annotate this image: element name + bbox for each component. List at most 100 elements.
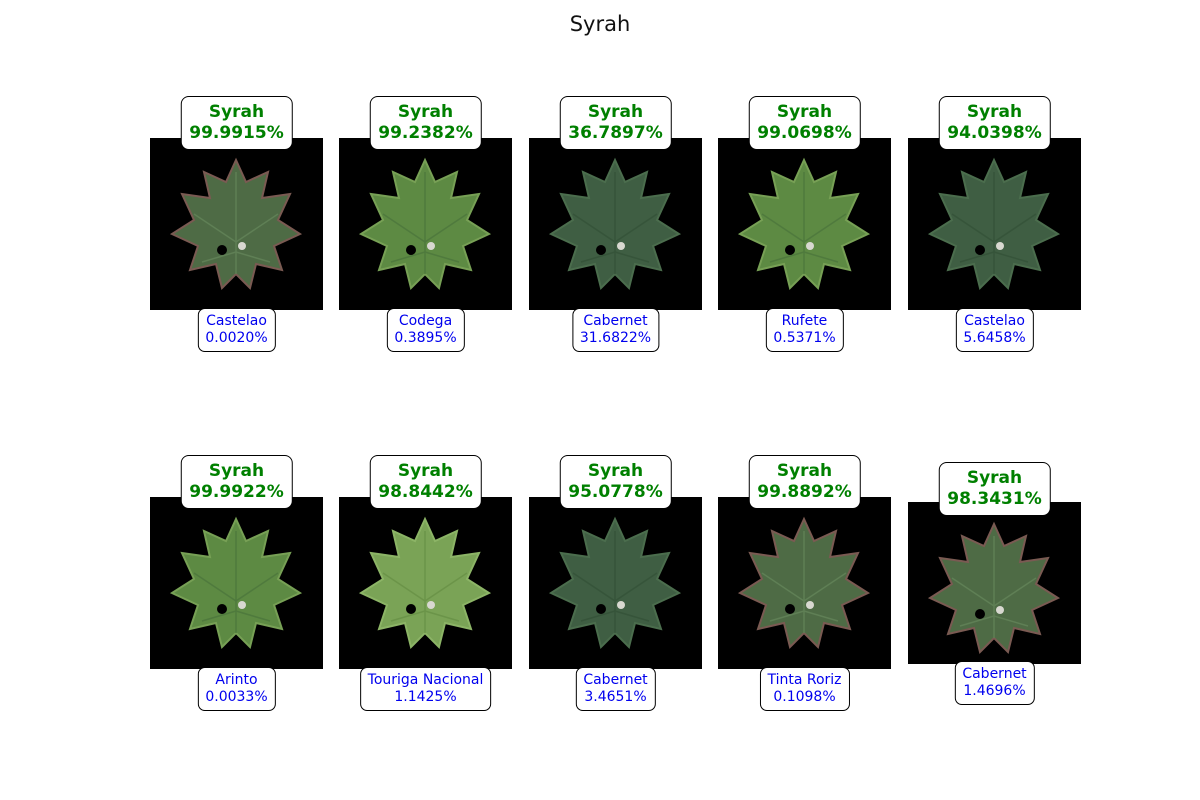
predicted-class: Syrah (966, 468, 1023, 488)
leaf-vein (803, 251, 839, 263)
leaf-vein (390, 251, 426, 263)
sample-cell: Syrah 98.3431% Cabernet 1.4696% (908, 462, 1081, 722)
leaf-vein (951, 577, 995, 607)
leaf-vein (951, 213, 995, 243)
second-probability: 0.0033% (205, 689, 268, 705)
predicted-probability: 99.8892% (757, 482, 852, 502)
predicted-label-box: Syrah 99.0698% (748, 96, 861, 150)
grape-leaf-icon (927, 521, 1061, 654)
leaf-vein (235, 572, 279, 602)
sample-cell: Syrah 99.2382% Codega 0.3895% (339, 96, 512, 356)
second-probability: 5.6458% (963, 330, 1026, 346)
second-label-box: Cabernet 31.6822% (571, 308, 660, 352)
second-label-box: Tinta Roriz 0.1098% (759, 667, 850, 711)
second-label-box: Touriga Nacional 1.1425% (359, 667, 492, 711)
second-class: Tinta Roriz (767, 672, 842, 688)
predicted-class: Syrah (776, 102, 833, 122)
leaf-image (908, 502, 1081, 664)
sample-cell: Syrah 99.9915% Castelao 0.0020% (150, 96, 323, 356)
leaf-image (150, 497, 323, 669)
predicted-probability: 95.0778% (568, 482, 663, 502)
second-probability: 31.6822% (579, 330, 652, 346)
predicted-label-box: Syrah 99.9922% (180, 455, 293, 509)
leaf-sinus (217, 245, 227, 255)
predicted-class: Syrah (397, 461, 454, 481)
second-probability: 0.1098% (773, 689, 836, 705)
predicted-class: Syrah (776, 461, 833, 481)
leaf-vein (235, 213, 279, 243)
leaf-image (339, 497, 512, 669)
predicted-label-box: Syrah 98.8442% (369, 455, 482, 509)
leaf-image (150, 138, 323, 310)
leaf-vein (614, 251, 650, 263)
leaf-spot (996, 606, 1004, 614)
predicted-probability: 99.9922% (189, 482, 284, 502)
second-label-box: Castelao 0.0020% (197, 308, 276, 352)
leaf-vein (803, 572, 847, 602)
second-label-box: Rufete 0.5371% (765, 308, 844, 352)
leaf-vein (959, 251, 995, 263)
predicted-label-box: Syrah 95.0778% (559, 455, 672, 509)
leaf-vein (201, 251, 237, 263)
leaf-sinus (217, 604, 227, 614)
leaf-vein (769, 610, 805, 622)
leaf-spot (996, 242, 1004, 250)
grape-leaf-icon (737, 157, 871, 290)
grape-leaf-icon (169, 516, 303, 649)
sample-cell: Syrah 95.0778% Cabernet 3.4651% (529, 455, 702, 715)
leaf-vein (572, 213, 616, 243)
leaf-vein (959, 615, 995, 627)
leaf-vein (572, 572, 616, 602)
sample-cell: Syrah 98.8442% Touriga Nacional 1.1425% (339, 455, 512, 715)
grape-leaf-icon (169, 157, 303, 290)
leaf-vein (382, 213, 426, 243)
second-probability: 0.0020% (205, 330, 268, 346)
predicted-probability: 99.2382% (378, 123, 473, 143)
leaf-vein (193, 572, 237, 602)
leaf-spot (427, 242, 435, 250)
leaf-sinus (596, 245, 606, 255)
predicted-probability: 36.7897% (568, 123, 663, 143)
grape-leaf-icon (927, 157, 1061, 290)
leaf-spot (806, 601, 814, 609)
leaf-vein (235, 251, 271, 263)
leaf-vein (580, 610, 616, 622)
second-probability: 1.1425% (394, 689, 457, 705)
leaf-image (339, 138, 512, 310)
leaf-spot (238, 242, 246, 250)
sample-cell: Syrah 94.0398% Castelao 5.6458% (908, 96, 1081, 356)
leaf-vein (993, 213, 1037, 243)
leaf-vein (424, 251, 460, 263)
sample-cell: Syrah 36.7897% Cabernet 31.6822% (529, 96, 702, 356)
figure-title: Syrah (569, 12, 631, 36)
leaf-image (908, 138, 1081, 310)
leaf-vein (580, 251, 616, 263)
predicted-label-box: Syrah 99.8892% (748, 455, 861, 509)
second-label-box: Arinto 0.0033% (197, 667, 276, 711)
leaf-sinus (975, 245, 985, 255)
predicted-label-box: Syrah 94.0398% (938, 96, 1051, 150)
leaf-vein (390, 610, 426, 622)
second-probability: 3.4651% (584, 689, 647, 705)
second-class: Rufete (781, 313, 828, 329)
second-label-box: Cabernet 3.4651% (575, 667, 656, 711)
predicted-probability: 99.0698% (757, 123, 852, 143)
sample-cell: Syrah 99.9922% Arinto 0.0033% (150, 455, 323, 715)
leaf-vein (993, 577, 1037, 607)
second-class: Castelao (964, 313, 1025, 329)
leaf-sinus (785, 604, 795, 614)
leaf-spot (806, 242, 814, 250)
grape-leaf-icon (548, 157, 682, 290)
predicted-class: Syrah (208, 461, 265, 481)
leaf-vein (614, 572, 658, 602)
leaf-image (529, 138, 702, 310)
leaf-vein (993, 251, 1029, 263)
leaf-sinus (785, 245, 795, 255)
leaf-spot (238, 601, 246, 609)
grape-leaf-icon (548, 516, 682, 649)
leaf-sinus (975, 609, 985, 619)
predicted-probability: 98.3431% (947, 489, 1042, 509)
leaf-vein (424, 610, 460, 622)
leaf-vein (769, 251, 805, 263)
predicted-class: Syrah (397, 102, 454, 122)
